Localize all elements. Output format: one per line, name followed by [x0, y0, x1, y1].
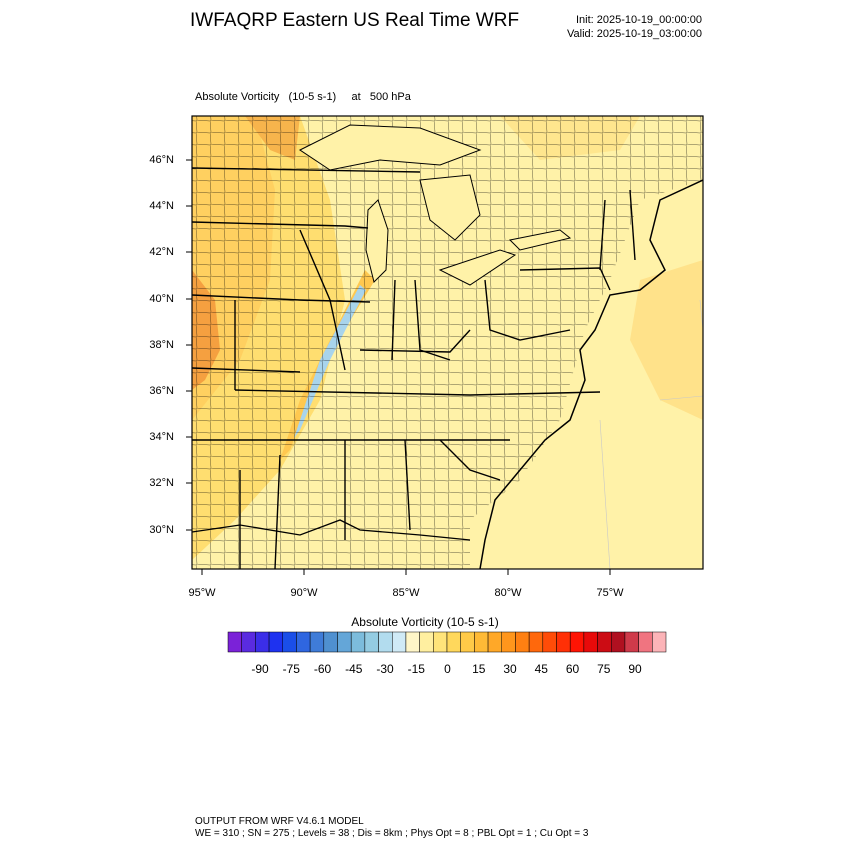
- map-frame: [191, 115, 704, 570]
- colorbar-swatch: [309, 631, 325, 653]
- colorbar-swatch: [268, 631, 283, 653]
- colorbar-tick-label: -90: [251, 662, 269, 676]
- footer-line-2: WE = 310 ; SN = 275 ; Levels = 38 ; Dis …: [195, 828, 589, 839]
- colorbar-swatch: [638, 631, 653, 653]
- init-valid-block: Init: 2025-10-19_00:00:00 Valid: 2025-10…: [567, 13, 702, 41]
- colorbar-swatch: [487, 631, 502, 653]
- colorbar: [227, 631, 667, 653]
- lat-label-40: 40°N: [149, 293, 174, 305]
- colorbar-tick-label: 30: [503, 662, 517, 676]
- lat-label-36: 36°N: [149, 385, 174, 397]
- colorbar-swatch: [583, 631, 598, 653]
- colorbar-swatch: [611, 631, 626, 653]
- colorbar-swatch: [337, 631, 352, 653]
- lake-ontario: [508, 229, 572, 251]
- colorbar-tick-label: -15: [407, 662, 425, 676]
- colorbar-swatch: [501, 631, 516, 653]
- lat-label-34: 34°N: [149, 431, 174, 443]
- colorbar-swatch: [460, 631, 475, 653]
- colorbar-tick-label: -30: [376, 662, 394, 676]
- gulf-coastline: [192, 519, 471, 541]
- colorbar-swatch: [528, 631, 544, 653]
- model-footer: OUTPUT FROM WRF V4.6.1 MODEL WE = 310 ; …: [195, 816, 588, 840]
- colorbar-swatch: [392, 631, 407, 653]
- colorbar-swatch: [624, 631, 639, 653]
- colorbar-tick-label: 60: [565, 662, 580, 676]
- colorbar-swatch: [350, 631, 366, 653]
- lake-michigan: [365, 199, 389, 283]
- colorbar-swatch: [446, 631, 461, 653]
- colorbar-tick-label: 75: [597, 662, 611, 676]
- colorbar-swatch: [405, 631, 420, 653]
- init-time: Init: 2025-10-19_00:00:00: [576, 14, 702, 26]
- axis-ticks: [186, 159, 611, 575]
- colorbar-tick-label: 0: [444, 662, 451, 676]
- colorbar-swatch: [296, 631, 311, 653]
- colorbar-swatch: [569, 631, 585, 653]
- lon-label-75w: 75°W: [596, 587, 624, 599]
- lat-label-42: 42°N: [149, 246, 174, 258]
- valid-time: Valid: 2025-10-19_03:00:00: [567, 28, 702, 40]
- footer-line-1: OUTPUT FROM WRF V4.6.1 MODEL: [195, 816, 364, 827]
- lat-label-46: 46°N: [149, 154, 174, 166]
- lon-label-95w: 95°W: [188, 587, 216, 599]
- colorbar-swatch: [652, 631, 667, 653]
- colorbar-tick-label: -60: [313, 662, 332, 676]
- state-boundaries: [192, 167, 636, 569]
- colorbar-tick-label: 15: [472, 662, 486, 676]
- colorbar-title: Absolute Vorticity (10-5 s-1): [351, 615, 499, 629]
- lake-superior: [299, 124, 482, 171]
- colorbar-swatch: [378, 631, 393, 653]
- colorbar-swatch: [323, 631, 338, 653]
- colorbar-swatch: [515, 631, 530, 653]
- ocean-warm-patch: [630, 260, 703, 420]
- lon-label-80w: 80°W: [494, 587, 522, 599]
- lake-erie: [438, 249, 517, 286]
- lake-huron: [419, 174, 481, 241]
- colorbar-swatch: [597, 631, 612, 653]
- lat-label-32: 32°N: [149, 477, 174, 489]
- lat-label-44: 44°N: [149, 200, 174, 212]
- field-subtitle: Absolute Vorticity (10-5 s-1) at 500 hPa: [195, 91, 411, 103]
- lat-label-30: 30°N: [149, 524, 174, 536]
- colorbar-tick-label: -75: [282, 662, 300, 676]
- colorbar-tick-label: 45: [534, 662, 548, 676]
- colorbar-swatch: [433, 631, 448, 653]
- colorbar-swatch: [241, 631, 256, 653]
- colorbar-swatch: [364, 631, 379, 653]
- lon-label-90w: 90°W: [290, 587, 318, 599]
- county-lines: [192, 116, 703, 569]
- colorbar-swatch: [542, 631, 557, 653]
- colorbar-tick-label: -45: [345, 662, 363, 676]
- colorbar-swatch: [474, 631, 489, 653]
- colorbar-swatch: [419, 631, 434, 653]
- lon-label-85w: 85°W: [392, 587, 420, 599]
- colorbar-swatch: [282, 631, 297, 653]
- atlantic-coastline: [479, 179, 703, 569]
- colorbar-swatch: [255, 631, 270, 653]
- plot-title: IWFAQRP Eastern US Real Time WRF: [190, 10, 520, 31]
- colorbar-swatch: [556, 631, 571, 653]
- colorbar-swatch: [227, 631, 242, 653]
- colorbar-tick-label: 90: [628, 662, 642, 676]
- lat-label-38: 38°N: [149, 339, 174, 351]
